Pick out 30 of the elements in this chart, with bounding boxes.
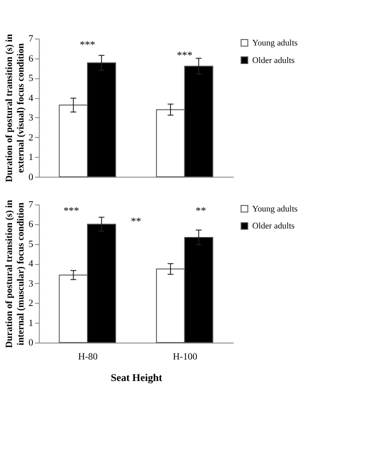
annotation: *** [63,206,80,217]
y-tick-label: 0 [28,338,34,349]
y-tick-label: 7 [28,200,34,210]
y-tick-label: 1 [28,153,34,164]
y-tick-label: 3 [28,114,34,124]
x-axis-title: Seat Height [110,373,163,384]
annotation: ** [196,206,206,217]
y-tick-label: 7 [28,34,34,45]
y-tick-label: 0 [28,172,34,183]
y-tick-label: 3 [28,279,34,290]
legend-label: Older adults [252,54,296,65]
y-tick-label: 4 [28,260,34,270]
y-tick-label: 5 [28,240,34,250]
legend-label: Young adults [252,203,298,214]
x-tick-label: H-100 [172,352,198,362]
y-axis-title: Duration of postural transition (s) in internal (muscular) focus condition [5,199,26,348]
x-tick-label: H-80 [78,352,98,362]
annotation: *** [80,40,96,52]
legend-label: Young adults [252,37,298,48]
y-tick-label: 2 [28,133,34,144]
legend-label: Older adults [252,220,296,231]
y-tick-label: 2 [28,299,34,310]
y-tick-label: 5 [28,74,34,84]
y-tick-label: 6 [28,220,34,230]
annotation: *** [176,50,192,62]
y-tick-label: 1 [28,318,34,329]
y-axis-title: Duration of postural transition (s) in external (visual) focus condition [5,33,26,182]
y-tick-label: 6 [28,54,34,64]
y-tick-label: 4 [28,94,34,104]
annotation: ** [130,216,142,228]
